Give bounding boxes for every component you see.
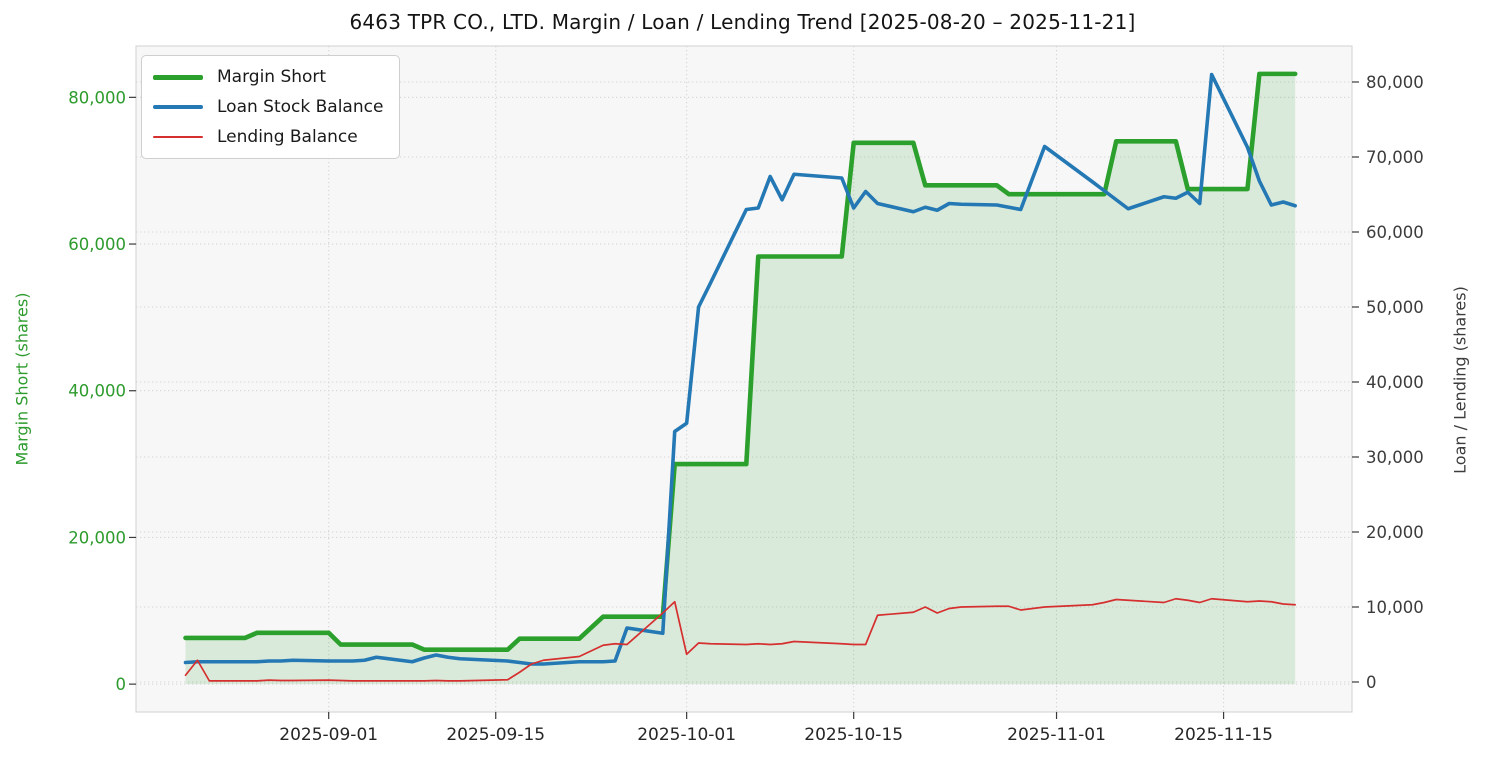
x-tick-label: 2025-09-01 bbox=[279, 725, 378, 745]
y-left-tick-label: 60,000 bbox=[68, 235, 126, 254]
tick-marks bbox=[129, 81, 1359, 719]
y-right-tick-label: 20,000 bbox=[1366, 523, 1424, 542]
lending-balance-line bbox=[184, 597, 1297, 682]
y-left-tick-label: 40,000 bbox=[68, 382, 126, 401]
x-tick-label: 2025-09-15 bbox=[446, 725, 545, 745]
legend-label: Loan Stock Balance bbox=[217, 97, 384, 117]
legend: Margin Short Loan Stock Balance Lending … bbox=[141, 55, 401, 159]
gridlines bbox=[136, 46, 1352, 712]
lending-line-swatch bbox=[153, 136, 203, 138]
y-right-tick-label: 40,000 bbox=[1366, 373, 1424, 392]
plot-border bbox=[135, 45, 1353, 713]
y-axis-label-left: Margin Short (shares) bbox=[12, 292, 32, 466]
legend-item-loan-stock-balance: Loan Stock Balance bbox=[153, 97, 383, 117]
y-right-tick-label: 50,000 bbox=[1366, 298, 1424, 317]
margin-short-line-swatch bbox=[153, 74, 203, 80]
x-tick-label: 2025-10-01 bbox=[637, 725, 736, 745]
y-right-tick-label: 0 bbox=[1366, 673, 1377, 692]
legend-label: Margin Short bbox=[217, 67, 327, 87]
y-right-tick-label: 10,000 bbox=[1366, 598, 1424, 617]
x-tick-label: 2025-11-01 bbox=[1007, 725, 1106, 745]
legend-item-lending-balance: Lending Balance bbox=[153, 127, 383, 147]
x-tick-label: 2025-10-15 bbox=[804, 725, 903, 745]
x-tick-label: 2025-11-15 bbox=[1174, 725, 1273, 745]
y-right-tick-label: 60,000 bbox=[1366, 223, 1424, 242]
chart-title: 6463 TPR CO., LTD. Margin / Loan / Lendi… bbox=[349, 10, 1136, 34]
y-right-tick-label: 70,000 bbox=[1366, 148, 1424, 167]
tick-labels: 0 20,000 40,000 60,000 80,000 0 10,000 20,000 30… bbox=[68, 73, 1423, 745]
legend-label: Lending Balance bbox=[217, 127, 358, 147]
margin-short-area-fill bbox=[185, 73, 1296, 685]
loan-stock-balance-line bbox=[183, 72, 1297, 666]
y-left-tick-label: 80,000 bbox=[68, 88, 126, 107]
y-right-tick-label: 30,000 bbox=[1366, 448, 1424, 467]
legend-item-margin-short: Margin Short bbox=[153, 67, 383, 87]
y-axis-label-right: Loan / Lending (shares) bbox=[1450, 286, 1470, 474]
y-left-tick-label: 0 bbox=[116, 675, 127, 694]
y-left-tick-label: 20,000 bbox=[68, 528, 126, 547]
margin-short-line bbox=[183, 71, 1298, 652]
y-right-tick-label: 80,000 bbox=[1366, 73, 1424, 92]
loan-stock-line-swatch bbox=[153, 105, 203, 109]
